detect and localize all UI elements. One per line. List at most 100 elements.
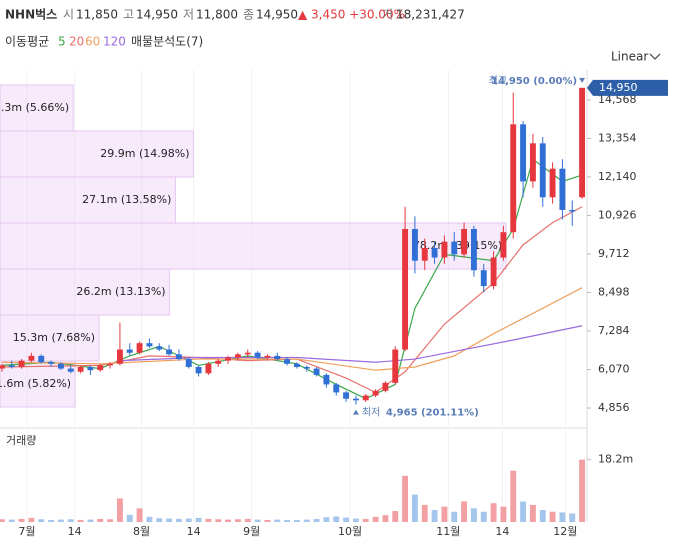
candle-body <box>126 349 133 353</box>
candle-body <box>303 366 310 369</box>
high-text: 14,950 (0.00%) <box>491 76 577 87</box>
candle-body <box>48 362 55 364</box>
volume-bar <box>234 519 241 522</box>
volume-bar <box>323 517 330 522</box>
volume-field-label: 거 <box>382 8 393 22</box>
candle-body <box>520 124 527 182</box>
candle-body <box>500 232 507 258</box>
candle-body <box>185 359 192 367</box>
candle-body <box>38 355 45 363</box>
candle-body <box>431 248 438 258</box>
x-tick-label: 7월 <box>18 525 35 538</box>
ma-legend-item: 120 <box>103 35 126 49</box>
candle-body <box>87 366 94 371</box>
candle-body <box>28 355 35 361</box>
volume-bar <box>87 519 94 522</box>
candle-body <box>333 384 340 393</box>
candle-body <box>18 360 25 367</box>
candle-body <box>0 365 5 369</box>
volume-bar <box>441 506 448 522</box>
volume-bar <box>8 519 15 522</box>
volume-bar <box>451 511 458 522</box>
volume-bar <box>333 516 340 522</box>
low-text: 4,965 (201.11%) <box>386 408 479 419</box>
profile-label: 26.2m (13.13%) <box>76 285 165 298</box>
profile-bar <box>0 176 176 224</box>
x-tick-label: 9월 <box>243 525 260 538</box>
profile-label: 27.1m (13.58%) <box>82 193 171 206</box>
candle-body <box>77 366 84 372</box>
candle-body <box>529 143 536 182</box>
volume-bar <box>205 518 212 522</box>
volume-bar <box>510 470 517 522</box>
change-arrow: ▲ <box>298 8 308 22</box>
candle-body <box>313 368 320 375</box>
x-tick-label: 14 <box>68 525 82 538</box>
candle-body <box>175 354 182 360</box>
candle-body <box>579 87 586 198</box>
profile-bar <box>0 130 195 178</box>
ma-line <box>1 206 583 394</box>
volume-bar <box>490 503 497 522</box>
volume-bar <box>57 519 64 522</box>
candle-body <box>510 124 517 233</box>
volume-bar <box>470 508 477 522</box>
volume-bar <box>559 512 566 522</box>
volume-bar <box>500 506 507 522</box>
volume-bar <box>392 511 399 522</box>
x-tick-label: 12월 <box>553 525 577 538</box>
candle-body <box>362 395 369 401</box>
volume-bar <box>38 519 45 522</box>
volume-plot <box>0 459 586 522</box>
volume-bar <box>136 508 143 522</box>
candle-body <box>343 392 350 399</box>
volume-bar <box>480 511 487 522</box>
volume-field-value: 18,231,427 <box>396 8 465 22</box>
candle-body <box>57 363 64 369</box>
volume-bar <box>244 518 251 522</box>
candle-body <box>392 349 399 383</box>
volume-bar <box>215 519 222 522</box>
ma-legend-item: 60 <box>85 35 100 49</box>
volume-bar <box>461 501 468 522</box>
field-value: 11,850 <box>76 8 118 22</box>
candle-body <box>490 257 497 287</box>
profile-label: 11.6m (5.82%) <box>0 377 71 390</box>
y-tick-label: 14,568 <box>598 93 637 106</box>
scale-label[interactable]: Linear <box>611 50 648 64</box>
candle-body <box>352 398 359 401</box>
volume-bar <box>402 475 409 522</box>
profile-title[interactable]: 매물분석도(7) <box>131 35 203 49</box>
y-tick-label: 4,856 <box>598 401 630 414</box>
volume-bar <box>569 513 576 522</box>
volume-bar <box>352 518 359 522</box>
volume-bar <box>529 504 536 522</box>
low-label: 최저 <box>362 407 380 419</box>
volume-bar <box>372 516 379 522</box>
volume-bar <box>411 494 418 522</box>
y-tick-label: 9,712 <box>598 247 630 260</box>
x-tick-label: 11월 <box>436 525 460 538</box>
volume-bar <box>225 519 232 522</box>
field-value: 14,950 <box>256 8 298 22</box>
candle-body <box>156 346 163 350</box>
chevron[interactable] <box>649 53 661 60</box>
candle-body <box>195 366 202 374</box>
candle-body <box>539 143 546 198</box>
profile-bar <box>0 222 507 270</box>
y-tick-label: 18.2m <box>598 453 633 466</box>
volume-bar <box>116 498 123 522</box>
ma-line <box>1 158 583 400</box>
high-label: 최고 <box>489 75 507 87</box>
volume-bar <box>343 517 350 522</box>
price-tag-label: 14,950 <box>599 81 638 94</box>
volume-bar <box>156 518 163 522</box>
candle-body <box>67 368 74 372</box>
candle-body <box>107 363 114 366</box>
volume-bar <box>579 459 586 522</box>
volume-bar <box>362 518 369 522</box>
volume-bar <box>549 511 556 522</box>
candle-body <box>136 343 143 353</box>
y-tick-label: 12,140 <box>598 170 637 183</box>
